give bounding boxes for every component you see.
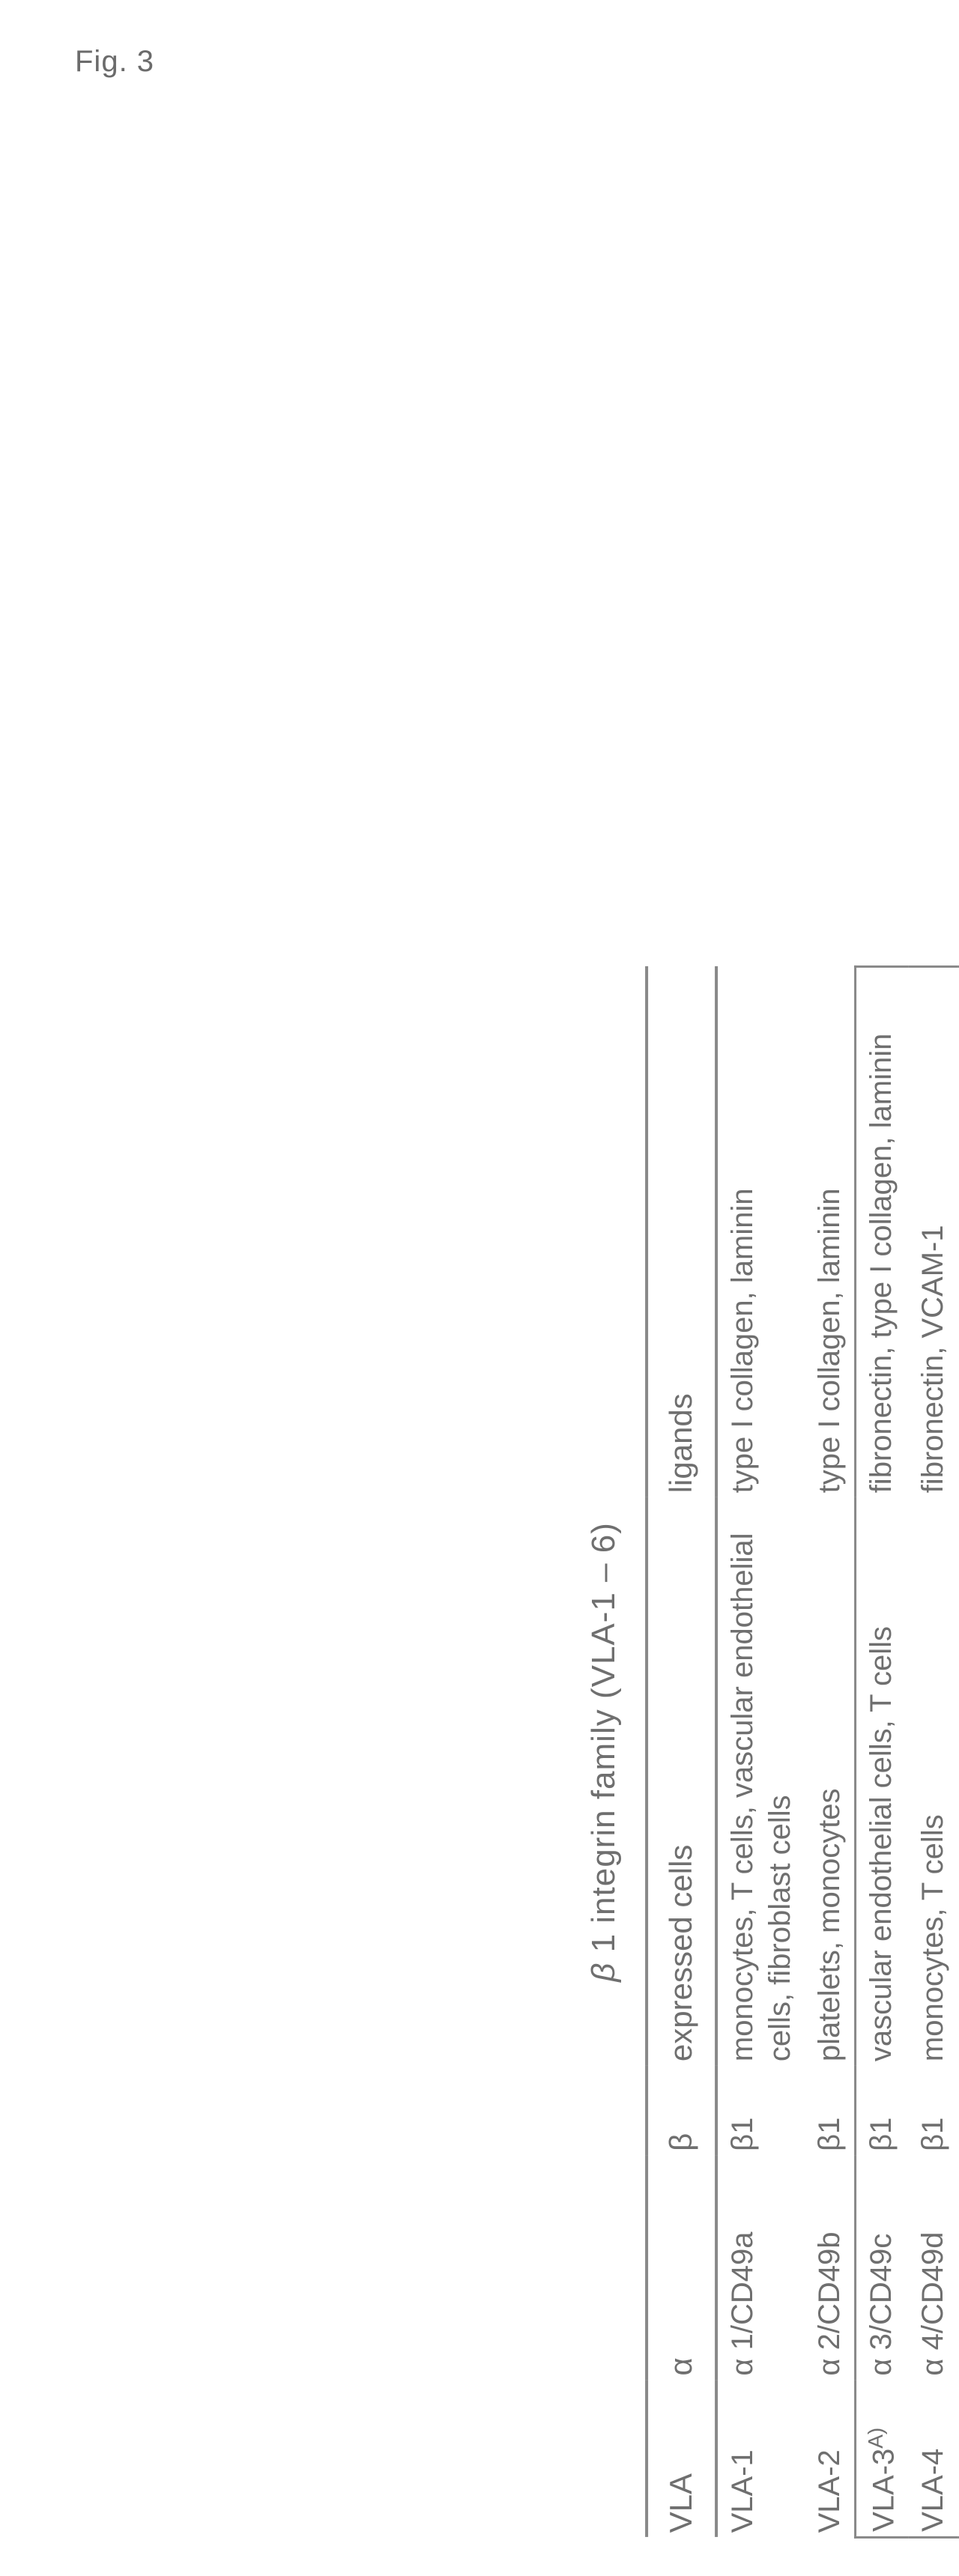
rotated-table-wrapper: β 1 integrin family (VLA-1 – 6) VLA α β … — [585, 928, 959, 1752]
cell-ligands: type I collagen, laminin — [805, 966, 856, 1497]
title-beta: β — [585, 1963, 622, 1982]
cell-ligands: fibronectin, type I collagen, laminin — [855, 966, 908, 1497]
table-row boxed-row: VLA-3A) α 3/CD49c β1 vascular endothelia… — [855, 966, 908, 2537]
cell-vla-sup: A) — [864, 2428, 887, 2449]
col-header-vla: VLA — [647, 2380, 716, 2538]
cell-expressed: vascular endothelial cells, T cells — [855, 1497, 908, 2066]
vla-table: VLA α β expressed cells ligands VLA-1 α … — [645, 966, 959, 2539]
col-header-expressed: expressed cells — [647, 1497, 716, 2066]
col-header-beta: β — [647, 2066, 716, 2156]
cell-beta: β1 — [716, 2066, 805, 2156]
cell-beta: β1 — [908, 2066, 958, 2156]
table-title: β 1 integrin family (VLA-1 – 6) — [585, 928, 623, 2576]
cell-alpha: α 1/CD49a — [716, 2156, 805, 2380]
cell-vla: VLA-3A) — [855, 2380, 908, 2538]
cell-vla: VLA-2 — [805, 2380, 856, 2538]
table-container: β 1 integrin family (VLA-1 – 6) VLA α β … — [585, 928, 959, 2576]
cell-vla-text: VLA-3 — [867, 2449, 900, 2532]
table-row: VLA-1 α 1/CD49a β1 monocytes, T cells, v… — [716, 966, 805, 2537]
cell-alpha: α 2/CD49b — [805, 2156, 856, 2380]
title-rest: 1 integrin family (VLA-1 – 6) — [585, 1522, 622, 1963]
page: Fig. 3 β 1 integrin family (VLA-1 – 6) V… — [0, 0, 959, 1947]
cell-ligands: type I collagen, laminin — [716, 966, 805, 1497]
cell-beta: β1 — [805, 2066, 856, 2156]
col-header-alpha: α — [647, 2156, 716, 2380]
cell-alpha: α 4/CD49d — [908, 2156, 958, 2380]
figure-label: Fig. 3 — [75, 45, 154, 79]
cell-vla: VLA-1 — [716, 2380, 805, 2538]
table-row: VLA-2 α 2/CD49b β1 platelets, monocytes … — [805, 966, 856, 2537]
cell-expressed: monocytes, T cells, vascular endothelial… — [716, 1497, 805, 2066]
cell-vla: VLA-4 — [908, 2380, 958, 2538]
col-header-ligands: ligands — [647, 966, 716, 1497]
table-header-row: VLA α β expressed cells ligands — [647, 966, 716, 2537]
table-row boxed-row: VLA-4 α 4/CD49d β1 monocytes, T cells fi… — [908, 966, 958, 2537]
cell-ligands: fibronectin, VCAM-1 — [908, 966, 958, 1497]
cell-expressed: platelets, monocytes — [805, 1497, 856, 2066]
cell-beta: β1 — [855, 2066, 908, 2156]
cell-alpha: α 3/CD49c — [855, 2156, 908, 2380]
cell-expressed: monocytes, T cells — [908, 1497, 958, 2066]
